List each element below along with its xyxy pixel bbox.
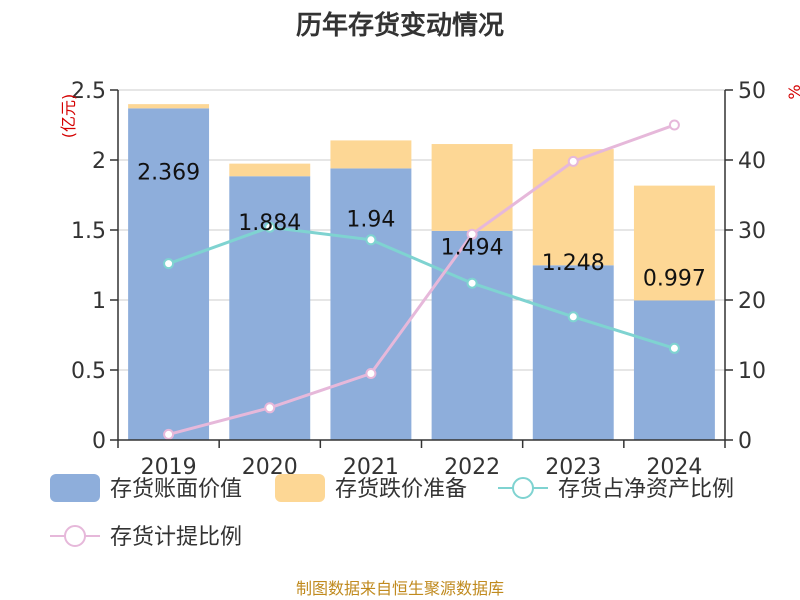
left-tick-label: 1.5 [71, 219, 106, 244]
line-存货占净资产比例 [168, 225, 675, 350]
bar-存货跌价准备 [330, 140, 412, 169]
legend-swatch-marker [512, 477, 534, 499]
left-tick-label: 1 [92, 289, 106, 314]
chart-title: 历年存货变动情况 [296, 10, 504, 41]
left-tick-label: 2 [92, 149, 106, 174]
bar-存货账面价值 [229, 176, 311, 441]
point-存货占净资产比例 [163, 258, 175, 270]
bar-存货账面价值 [532, 265, 614, 440]
point-存货计提比例 [365, 368, 377, 379]
legend-swatch [275, 474, 325, 502]
point-存货占净资产比例 [365, 234, 377, 246]
legend-item: 存货占净资产比例 [498, 477, 734, 502]
right-tick-label: 20 [738, 289, 766, 314]
data-labels: 2.369 1.884 1.94 1.494 1.248 0.997 [137, 160, 706, 291]
bar-存货跌价准备 [431, 144, 513, 231]
series-lines [163, 119, 680, 440]
bar-存货账面价值 [330, 168, 412, 440]
legend-swatch [50, 474, 100, 502]
data-label: 2.369 [137, 160, 200, 185]
x-tick-label: 2022 [444, 455, 500, 480]
legend-label: 存货跌价准备 [335, 477, 467, 502]
source-note: 制图数据来自恒生聚源数据库 [296, 579, 504, 598]
data-label: 1.494 [441, 235, 504, 260]
bar-存货账面价值 [431, 230, 513, 440]
x-tick-label: 2021 [343, 455, 399, 480]
bar-存货跌价准备 [128, 104, 210, 109]
point-存货计提比例 [163, 428, 175, 440]
right-tick-label: 50 [738, 79, 766, 104]
data-label: 0.997 [643, 267, 706, 292]
legend-swatch-marker [64, 525, 86, 547]
point-存货占净资产比例 [567, 311, 579, 323]
point-存货占净资产比例 [668, 342, 680, 354]
right-tick-label: 30 [738, 219, 766, 244]
bar-存货跌价准备 [633, 185, 715, 301]
legend-item: 存货跌价准备 [275, 474, 467, 502]
x-tick-label: 2019 [141, 455, 197, 480]
right-tick-label: 40 [738, 149, 766, 174]
legend-label: 存货计提比例 [110, 525, 242, 550]
point-存货占净资产比例 [466, 277, 478, 289]
point-存货计提比例 [264, 402, 276, 414]
left-axis-unit: (亿元) [59, 94, 78, 139]
data-label: 1.248 [542, 251, 605, 276]
line-存货计提比例 [168, 123, 675, 436]
bar-存货跌价准备 [532, 149, 614, 266]
legend-item: 存货账面价值 [50, 474, 242, 502]
bar-存货账面价值 [633, 300, 715, 440]
right-axis-unit: % [785, 84, 800, 99]
right-tick-label: 0 [738, 429, 752, 454]
x-tick-label: 2023 [545, 455, 601, 480]
point-存货计提比例 [567, 155, 579, 167]
left-tick-label: 2.5 [71, 79, 106, 104]
data-label: 1.884 [238, 211, 301, 236]
bar-存货跌价准备 [229, 163, 311, 177]
legend-label: 存货账面价值 [110, 477, 242, 502]
right-tick-label: 10 [738, 359, 766, 384]
left-tick-label: 0.5 [71, 359, 106, 384]
x-tick-label: 2024 [646, 455, 702, 480]
point-存货占净资产比例 [264, 221, 276, 233]
legend-label: 存货占净资产比例 [558, 477, 734, 502]
point-存货计提比例 [668, 119, 680, 131]
legend-item: 存货计提比例 [50, 525, 242, 550]
data-label: 1.94 [346, 207, 395, 232]
point-存货计提比例 [466, 228, 478, 240]
left-tick-label: 0 [92, 429, 106, 454]
bar-存货账面价值 [128, 108, 210, 440]
bars [128, 104, 715, 441]
